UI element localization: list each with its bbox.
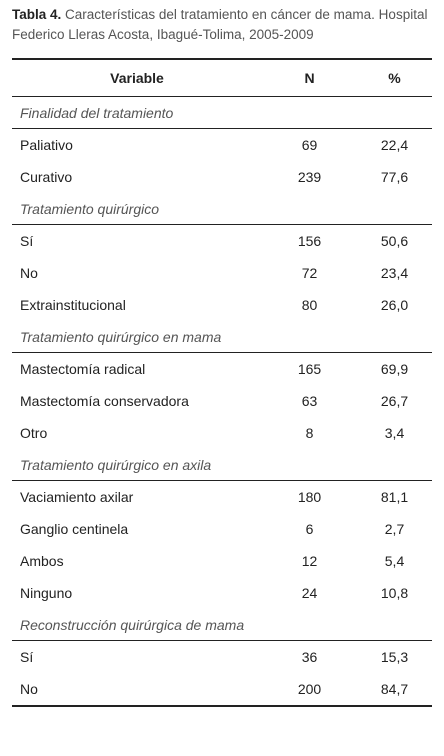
table-cell: 80: [301, 297, 318, 313]
table: Variable N % Finalidad del tratamiento Pa…: [12, 58, 432, 707]
table-cell: Ganglio centinela: [20, 521, 129, 537]
table-row: Ambos 12 5,4: [12, 545, 432, 577]
section-title: Reconstrucción quirúrgica de mama: [12, 609, 432, 641]
table-row: Curativo 239 77,6: [12, 161, 432, 193]
header-row: Variable N %: [12, 60, 432, 97]
table-cell: 15,3: [380, 649, 409, 665]
table-cell: Otro: [20, 425, 48, 441]
section-title: Tratamiento quirúrgico: [12, 193, 432, 225]
header-cell: %: [388, 70, 401, 86]
table-cell: 3,4: [384, 425, 405, 441]
table-cell: 200: [297, 681, 322, 697]
table-row: Ganglio centinela 6 2,7: [12, 513, 432, 545]
table-cell: 69: [301, 137, 318, 153]
table-cell: 239: [297, 169, 322, 185]
table-cell: Curativo: [20, 169, 73, 185]
table-cell: 77,6: [380, 169, 409, 185]
table-cell: 8: [305, 425, 314, 441]
table-cell: Ambos: [20, 553, 64, 569]
table-cell: 26,7: [380, 393, 409, 409]
section-title: Tratamiento quirúrgico en axila: [12, 449, 432, 481]
table-row: Vaciamiento axilar 180 81,1: [12, 481, 432, 513]
table-cell: 50,6: [380, 233, 409, 249]
table-row: No 72 23,4: [12, 257, 432, 289]
table-row: Sí 156 50,6: [12, 225, 432, 257]
table-cell: 22,4: [380, 137, 409, 153]
header-cell: N: [304, 70, 315, 86]
table-cell: No: [20, 681, 38, 697]
caption-text: Características del tratamiento en cánce…: [12, 7, 428, 42]
table-cell: 6: [305, 521, 314, 537]
table-cell: Mastectomía conservadora: [20, 393, 189, 409]
table-cell: 36: [301, 649, 318, 665]
table-cell: Ninguno: [20, 585, 73, 601]
table-cell: 26,0: [380, 297, 409, 313]
table-cell: Sí: [20, 233, 34, 249]
table-row: Mastectomía conservadora 63 26,7: [12, 385, 432, 417]
table-cell: 180: [297, 489, 322, 505]
table-cell: 72: [301, 265, 318, 281]
table-cell: 5,4: [384, 553, 405, 569]
table-cell: Mastectomía radical: [20, 361, 146, 377]
caption-label: Tabla 4.: [12, 7, 62, 22]
table-cell: 12: [301, 553, 318, 569]
table-cell: 23,4: [380, 265, 409, 281]
table-cell: 24: [301, 585, 318, 601]
table-cell: 84,7: [380, 681, 409, 697]
table-cell: 2,7: [384, 521, 405, 537]
table-row: No 200 84,7: [12, 673, 432, 705]
table-row: Otro 8 3,4: [12, 417, 432, 449]
table-cell: Paliativo: [20, 137, 73, 153]
table-cell: 81,1: [380, 489, 409, 505]
table-cell: Sí: [20, 649, 34, 665]
table-row: Paliativo 69 22,4: [12, 129, 432, 161]
table-cell: Vaciamiento axilar: [20, 489, 134, 505]
table-row: Sí 36 15,3: [12, 641, 432, 673]
table-cell: No: [20, 265, 38, 281]
table-cell: 69,9: [380, 361, 409, 377]
table-caption: Tabla 4. Características del tratamiento…: [12, 5, 432, 45]
header-cell: Variable: [110, 70, 164, 86]
table-cell: 165: [297, 361, 322, 377]
table-row: Extrainstitucional 80 26,0: [12, 289, 432, 321]
table-cell: 156: [297, 233, 322, 249]
table-cell: 10,8: [380, 585, 409, 601]
section-title: Tratamiento quirúrgico en mama: [12, 321, 432, 353]
table-cell: Extrainstitucional: [20, 297, 126, 313]
section-title: Finalidad del tratamiento: [12, 97, 432, 129]
table-row: Mastectomía radical 165 69,9: [12, 353, 432, 385]
table-row: Ninguno 24 10,8: [12, 577, 432, 609]
table-cell: 63: [301, 393, 318, 409]
